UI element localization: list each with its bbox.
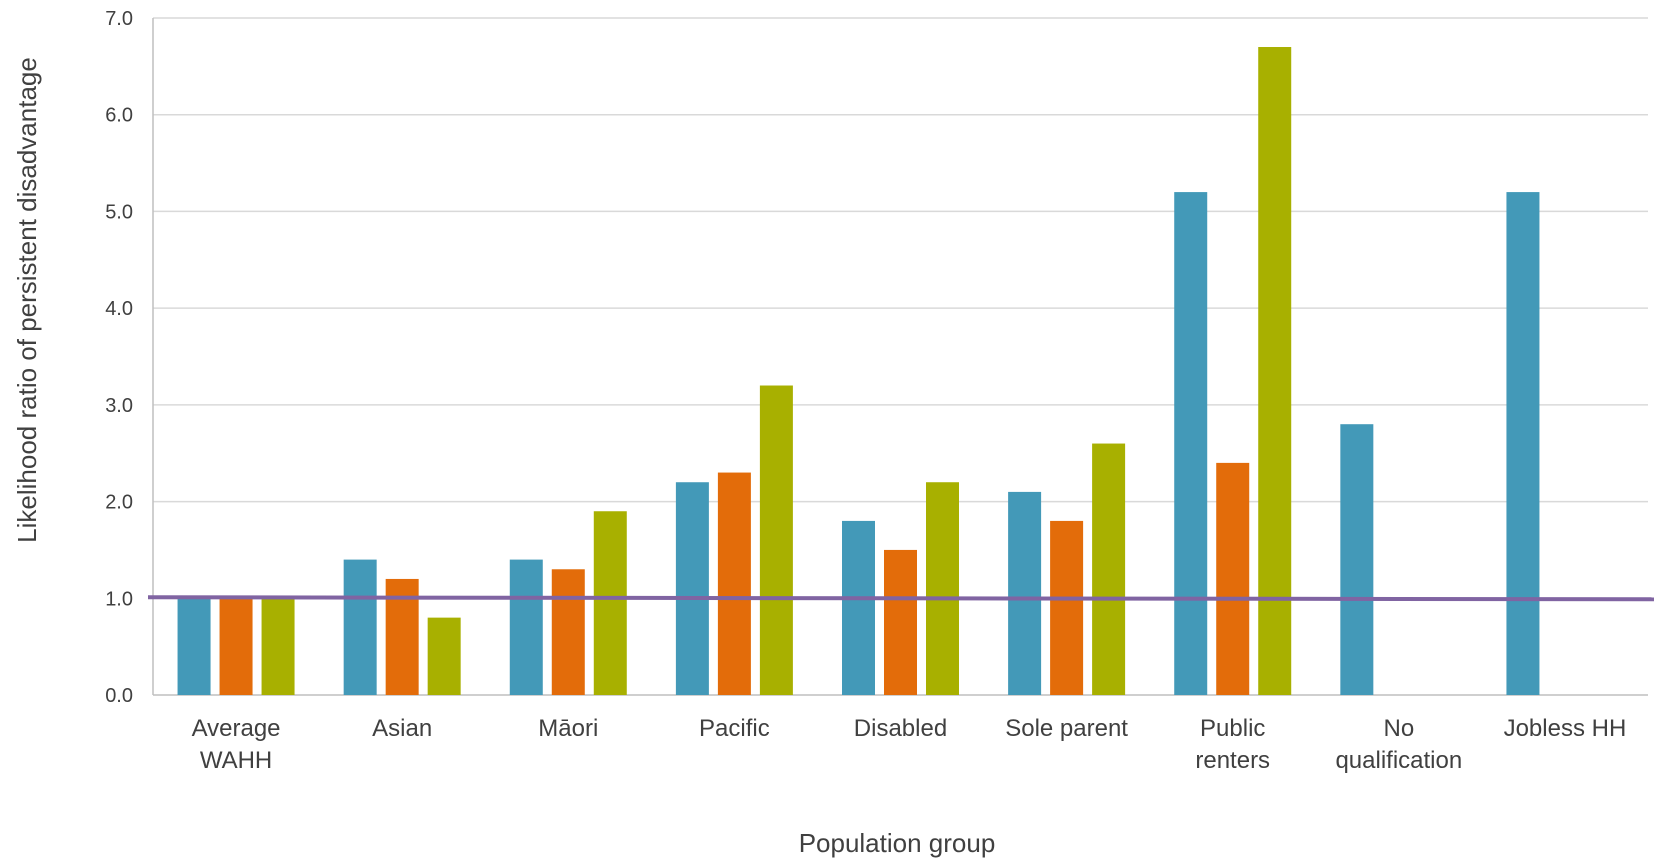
y-tick-label: 5.0 (105, 201, 133, 223)
bar-series-3-6 (1258, 47, 1292, 696)
y-tick-label: 6.0 (105, 105, 133, 127)
bar-series-2-3 (717, 472, 751, 695)
bar-series-2-6 (1216, 462, 1250, 695)
x-category-label: Māori (538, 715, 598, 742)
x-axis-title: Population group (799, 828, 996, 858)
bar-series-3-0 (261, 598, 295, 695)
x-category-label: Asian (372, 715, 432, 742)
y-axis-title: Likelihood ratio of persistent disadvant… (12, 57, 42, 543)
bar-series-3-3 (759, 385, 793, 695)
bar-series-1-2 (509, 559, 543, 695)
x-category-label: No qualification (1335, 715, 1462, 774)
x-category-label: Sole parent (1005, 715, 1128, 742)
bar-series-1-4 (842, 520, 875, 695)
bar-series-2-5 (1050, 520, 1084, 695)
bar-series-3-2 (593, 511, 627, 695)
y-tick-label: 3.0 (105, 395, 133, 417)
bars (177, 47, 1540, 696)
bar-series-2-4 (884, 549, 917, 695)
y-tick-label: 7.0 (105, 8, 133, 30)
x-category-labels: Average WAHH Asian Māori Pacific Disabled Sole… (192, 715, 1627, 774)
bar-series-1-8 (1506, 192, 1540, 696)
bar-series-1-0 (177, 598, 211, 695)
bar-series-3-1 (427, 617, 461, 695)
bar-series-3-5 (1092, 443, 1126, 695)
bar-series-1-6 (1174, 192, 1208, 696)
y-tick-label: 1.0 (105, 588, 133, 610)
x-category-label: Average WAHH (192, 715, 281, 774)
reference-line-group (147, 595, 1655, 602)
x-category-label: Public renters (1195, 715, 1270, 774)
bar-series-1-1 (343, 559, 377, 695)
y-tick-label: 2.0 (105, 492, 133, 514)
bar-series-1-3 (675, 482, 709, 695)
y-tick-labels: 0.0 1.0 2.0 3.0 4.0 5.0 6.0 7.0 (105, 8, 133, 707)
reference-line (147, 595, 1655, 602)
x-category-label: Pacific (699, 715, 770, 742)
y-tick-label: 4.0 (105, 298, 133, 320)
bar-series-1-5 (1008, 491, 1042, 695)
bar-series-1-7 (1340, 424, 1374, 695)
bar-series-2-0 (219, 598, 253, 695)
bar-series-3-4 (926, 482, 959, 695)
bar-series-2-2 (551, 569, 585, 695)
y-tick-label: 0.0 (105, 685, 133, 707)
x-category-label: Disabled (854, 715, 947, 742)
x-category-label: Jobless HH (1504, 715, 1627, 742)
